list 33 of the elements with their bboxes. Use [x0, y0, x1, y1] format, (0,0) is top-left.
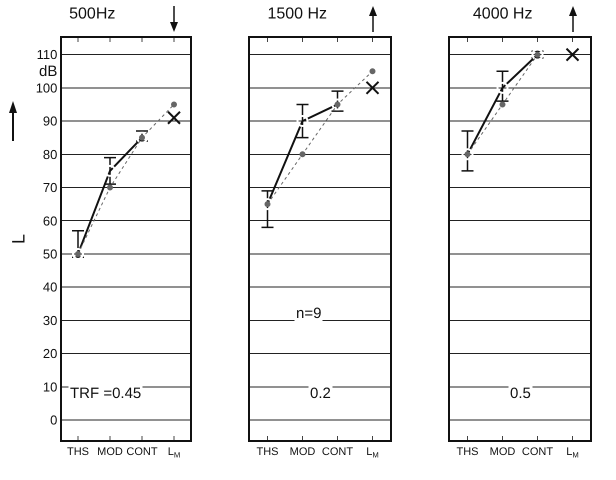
x-tick-label: THS: [256, 446, 278, 458]
annotation: TRF =0.45: [70, 385, 142, 402]
y-tick-label: 100: [36, 80, 58, 96]
y-tick-label: 50: [42, 246, 58, 262]
chart-title: 500Hz: [69, 5, 116, 22]
y-tick-label: 110: [36, 47, 58, 62]
y-tick-label: 20: [42, 346, 58, 362]
x-tick-label: CONT: [322, 446, 354, 458]
y-tick-label: 90: [42, 114, 58, 129]
x-tick-label: L$_{M}$: [566, 446, 579, 460]
x-tick-label: MOD: [97, 446, 123, 458]
annotation: 0.5: [510, 385, 531, 402]
x-tick-label: L$_{M}$: [366, 446, 379, 460]
y-tick-label: 70: [42, 180, 58, 196]
y-tick-label: 80: [42, 146, 58, 162]
x-tick-label: CONT: [522, 446, 554, 458]
y-tick-label: 30: [42, 312, 58, 328]
annotation: 0.2: [310, 385, 331, 402]
x-tick-label: CONT: [126, 446, 158, 458]
chart-title: 1500 Hz: [267, 5, 328, 22]
x-tick-label: L$_{M}$: [168, 446, 180, 460]
x-tick-label: THS: [67, 446, 89, 458]
text: dB: [39, 63, 58, 80]
y-tick-label: 40: [42, 280, 58, 295]
annotation: n=9: [296, 305, 322, 322]
x-tick-label: MOD: [490, 446, 516, 458]
y-tick-label: 10: [42, 379, 58, 394]
x-tick-label: MOD: [290, 446, 316, 458]
y-tick-label: 60: [42, 213, 58, 228]
y-tick-label: 0: [50, 412, 58, 428]
x-tick-label: THS: [456, 446, 478, 458]
y-axis-title: L: [8, 234, 28, 244]
chart-title: 4000 Hz: [472, 5, 532, 22]
